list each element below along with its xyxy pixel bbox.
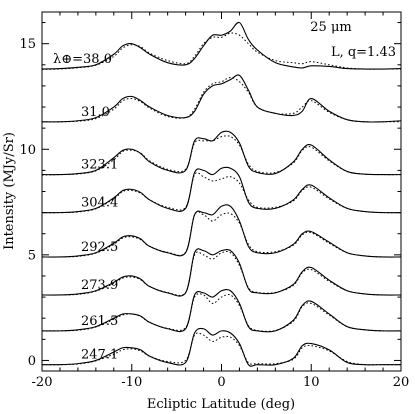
x-tick-label: -10 — [121, 375, 142, 390]
curve-label-0: λ⊕=38.0 — [53, 52, 112, 67]
observed-curve-4 — [41, 204, 402, 258]
observed-curve-0 — [41, 21, 402, 70]
curves — [41, 21, 402, 367]
x-tick-label: 0 — [217, 375, 225, 390]
observed-curve-6 — [41, 288, 402, 333]
observed-curve-3 — [41, 166, 402, 214]
observed-curve-5 — [41, 248, 402, 297]
y-tick-label: 0 — [28, 354, 36, 369]
model-curve-1 — [41, 76, 401, 123]
annotation-wavelength: 25 μm — [310, 20, 351, 35]
x-tick-label: 10 — [303, 375, 320, 390]
model-curve-0 — [41, 32, 401, 70]
curve-label-1: 31.0 — [81, 105, 110, 120]
curve-label-5: 273.9 — [81, 278, 118, 293]
model-curve-7 — [41, 332, 401, 366]
observed-curve-1 — [41, 74, 402, 123]
x-axis-title: Ecliptic Latitude (deg) — [147, 397, 295, 412]
observed-curve-7 — [41, 327, 401, 367]
observed-curve-2 — [41, 130, 402, 176]
x-tick-label: 20 — [393, 375, 410, 390]
y-tick-label: 15 — [19, 37, 36, 52]
curve-label-3: 304.4 — [81, 196, 118, 211]
model-curve-5 — [41, 251, 402, 296]
axis-ticks: -20 -10 0 10 20 0 5 10 15 — [19, 12, 409, 390]
annotation-model: L, q=1.43 — [331, 45, 396, 60]
model-curve-3 — [41, 172, 402, 214]
model-curve-4 — [41, 211, 402, 258]
curve-label-7: 247.1 — [81, 348, 118, 363]
curve-label-2: 323.1 — [81, 158, 118, 173]
curve-label-4: 292.5 — [81, 240, 118, 255]
curve-label-6: 261.5 — [81, 314, 118, 329]
y-tick-label: 5 — [28, 248, 36, 263]
curve-labels: λ⊕=38.0 31.0 323.1 304.4 292.5 273.9 261.5 247.… — [53, 52, 118, 363]
model-curve-2 — [41, 135, 402, 176]
x-tick-label: -20 — [32, 375, 53, 390]
y-axis-title: Intensity (MJy/Sr) — [2, 132, 17, 250]
y-tick-label: 10 — [19, 143, 36, 158]
